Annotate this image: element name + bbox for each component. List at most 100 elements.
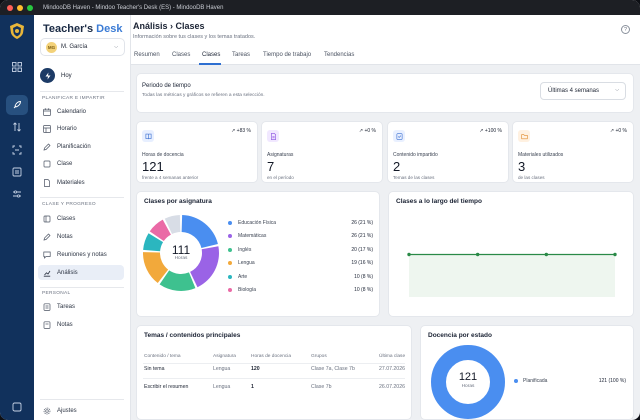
- sidebar-item-materiales[interactable]: Materiales: [38, 175, 124, 190]
- sliders-icon[interactable]: [11, 188, 23, 200]
- legend-label: Planificada: [523, 377, 548, 384]
- edit-note-icon: [43, 233, 51, 240]
- checklist-icon: [43, 302, 51, 311]
- kpi-label: Contenido impartido: [393, 152, 438, 158]
- subject-slice[interactable]: [143, 233, 164, 252]
- chevron-down-icon: ⌵: [114, 44, 118, 50]
- kpi-footnote: frente a 4 semanas anterior: [142, 175, 199, 180]
- chart-icon: [43, 270, 51, 277]
- period-hint: Todas las métricas y gráficos se refiere…: [142, 93, 265, 98]
- sidebar-item-clase[interactable]: Clase: [38, 156, 124, 171]
- legend-value: 10 (8 %): [354, 287, 373, 293]
- status-slice[interactable]: [431, 345, 505, 419]
- close-window-button[interactable]: [7, 4, 13, 11]
- sidebar-item-clases[interactable]: Clases: [38, 211, 124, 226]
- legend-dot: [228, 247, 232, 252]
- subject-slice[interactable]: [164, 215, 181, 235]
- card-title: Clases a lo largo del tiempo: [396, 198, 482, 205]
- data-point[interactable]: [544, 252, 549, 257]
- trend-up-delta: ↗ +0 %: [609, 128, 627, 134]
- kpi-card-contenido: ↗ +100 % Contenido impartido 2 Temas de …: [387, 121, 509, 183]
- column-header: Asignatura: [213, 354, 236, 359]
- divider: [40, 197, 124, 198]
- legend-value: 26 (21 %): [351, 233, 373, 239]
- minimize-window-button[interactable]: [17, 4, 23, 11]
- zoom-window-button[interactable]: [27, 4, 33, 11]
- kpi-value: 121: [142, 159, 164, 174]
- legend-label: Biología: [238, 287, 257, 293]
- sidebar-item-planificacion[interactable]: Planificación: [38, 139, 124, 154]
- data-point[interactable]: [613, 252, 617, 257]
- section-label: PERSONAL: [42, 291, 71, 296]
- donut-center-value: 111: [171, 243, 191, 257]
- help-icon[interactable]: ?: [621, 25, 630, 34]
- page-title: Análisis › Clases: [133, 21, 205, 31]
- kpi-label: Materiales utilizados: [518, 152, 564, 158]
- kpi-value: 2: [393, 159, 401, 174]
- status-chart-card: Docencia por estado 121 Horas Planificad…: [420, 325, 634, 420]
- card-title: Clases por asignatura: [144, 198, 212, 205]
- subject-slice[interactable]: [181, 215, 218, 249]
- divider: [143, 378, 405, 379]
- kpi-value: 7: [267, 159, 275, 174]
- data-point[interactable]: [407, 252, 411, 257]
- sidebar-item-hoy[interactable]: Hoy: [40, 68, 72, 83]
- document-icon: [267, 130, 279, 142]
- sidebar-item-tareas[interactable]: Tareas: [38, 299, 124, 314]
- folder-icon: [518, 130, 530, 142]
- divider: [40, 287, 124, 288]
- column-header: Horas de docencia: [251, 354, 291, 359]
- tab-clases[interactable]: Clases: [172, 52, 191, 58]
- column-header: Contenido / tema: [144, 354, 181, 359]
- tab-clases-active[interactable]: Clases: [202, 52, 221, 58]
- sidebar-item-notas-personal[interactable]: Notas: [38, 317, 124, 332]
- tab-tareas[interactable]: Tareas: [232, 52, 251, 58]
- subject-slice[interactable]: [159, 270, 196, 291]
- tab-tendencias[interactable]: Tendencias: [324, 52, 355, 58]
- status-legend-row: Planificada 121 (100 %): [514, 376, 630, 385]
- cube-icon: [43, 160, 51, 167]
- sidebar-item-notas[interactable]: Notas: [38, 229, 124, 244]
- database-icon[interactable]: [11, 166, 23, 178]
- period-label: Periodo de tiempo: [142, 83, 191, 89]
- rocket-icon[interactable]: [11, 99, 23, 111]
- document-icon: [44, 178, 50, 187]
- legend-value: 20 (17 %): [351, 246, 373, 253]
- subject-slice[interactable]: [149, 219, 171, 242]
- sidebar: Teacher's Desk MG M. García ⌵ Hoy PLANIF…: [34, 15, 131, 420]
- trend-up-delta: ↗ +83 %: [231, 128, 251, 134]
- sidebar-item-calendario[interactable]: Calendario: [38, 104, 124, 119]
- shield-logo-icon: [10, 23, 24, 39]
- sidebar-item-reuniones[interactable]: Reuniones y notas: [38, 247, 124, 262]
- legend-row: Matemáticas 26 (21 %): [228, 232, 378, 241]
- legend-row: Biología 10 (8 %): [228, 286, 378, 295]
- dashboard-icon[interactable]: [11, 61, 23, 73]
- legend-dot: [228, 220, 232, 225]
- page-header: Análisis › Clases Información sobre tus …: [131, 15, 640, 49]
- help-rail-icon[interactable]: [11, 401, 23, 413]
- sidebar-item-analisis[interactable]: Análisis: [38, 265, 124, 280]
- tab-tiempo-de-trabajo[interactable]: Tiempo de trabajo: [263, 52, 312, 58]
- sort-arrows-icon[interactable]: [11, 121, 23, 133]
- data-point[interactable]: [475, 252, 480, 257]
- user-switcher[interactable]: MG M. García ⌵: [40, 38, 125, 56]
- legend-dot: [228, 234, 232, 238]
- legend-row: Arte 10 (8 %): [228, 272, 378, 281]
- tab-resumen[interactable]: Resumen: [134, 52, 160, 58]
- legend-dot: [514, 378, 518, 383]
- kpi-footnote: Temas de las clases: [393, 175, 435, 180]
- status-donut-chart: [431, 345, 505, 419]
- user-name: M. García: [61, 44, 88, 50]
- legend-value: 26 (21 %): [351, 219, 373, 226]
- period-select[interactable]: Últimas 4 semanas ⌵: [540, 82, 626, 100]
- subject-slice[interactable]: [190, 246, 219, 288]
- subject-slice[interactable]: [143, 252, 169, 284]
- topics-table-card: Temas / contenidos principales Contenido…: [136, 325, 412, 420]
- sidebar-item-ajustes[interactable]: Ajustes: [38, 403, 124, 418]
- legend-label: Educación Física: [238, 219, 277, 226]
- legend-label: Matemáticas: [238, 233, 267, 239]
- sidebar-item-horario[interactable]: Horario: [38, 121, 124, 136]
- legend-value: 10 (8 %): [354, 273, 373, 280]
- active-tab-underline: [199, 63, 221, 65]
- scan-icon[interactable]: [11, 144, 23, 156]
